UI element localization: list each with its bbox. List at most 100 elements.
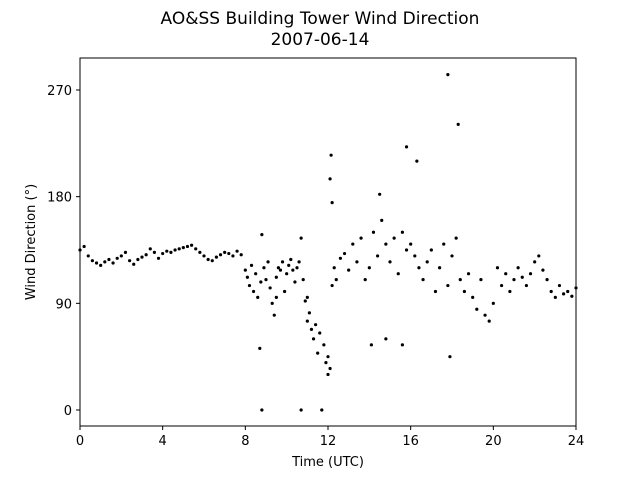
point [235, 249, 239, 253]
point [400, 343, 404, 347]
x-tick-label: 16 [402, 434, 419, 449]
point [363, 278, 367, 282]
point [330, 283, 334, 288]
point [156, 256, 161, 260]
point [278, 268, 283, 272]
point [291, 268, 295, 272]
point [549, 289, 553, 294]
point [442, 242, 446, 246]
points [78, 72, 578, 412]
point [475, 307, 479, 311]
point [198, 250, 202, 254]
point [378, 192, 382, 196]
point [369, 343, 373, 347]
point [404, 248, 409, 252]
point [107, 257, 111, 262]
point [446, 283, 450, 288]
point [545, 278, 549, 282]
point [371, 230, 376, 234]
point [90, 259, 94, 263]
point [115, 256, 119, 260]
point [169, 250, 173, 254]
point [415, 159, 419, 163]
point [322, 343, 326, 347]
point [376, 254, 380, 258]
point [508, 289, 512, 294]
point [392, 236, 396, 240]
point [562, 292, 566, 296]
point [266, 260, 270, 264]
point [487, 319, 491, 323]
point [483, 313, 487, 317]
point [202, 254, 206, 258]
point [309, 327, 314, 332]
point [384, 242, 388, 246]
point [557, 283, 562, 288]
point [524, 283, 529, 288]
point [247, 283, 252, 288]
point [111, 261, 115, 265]
point [458, 278, 462, 282]
point [380, 218, 384, 222]
point [190, 243, 194, 247]
point [328, 177, 332, 181]
point [367, 266, 371, 270]
point [334, 278, 338, 282]
x-tick-label: 20 [485, 434, 502, 449]
chart-title: AO&SS Building Tower Wind Direction [161, 9, 480, 29]
point [495, 266, 500, 270]
point [355, 260, 359, 264]
point [533, 260, 537, 264]
point [259, 280, 263, 284]
point [512, 278, 516, 282]
point [218, 253, 223, 257]
point [450, 254, 454, 258]
x-axis-label: Time (UTC) [291, 455, 364, 470]
point [99, 263, 103, 268]
point [144, 253, 148, 257]
point [136, 257, 140, 262]
point [270, 301, 274, 305]
point [258, 346, 262, 350]
point [148, 247, 152, 251]
point [254, 272, 258, 276]
point [260, 408, 264, 412]
x-tick-label: 4 [159, 434, 167, 449]
point [413, 254, 417, 258]
point [297, 260, 301, 264]
x-tick-label: 12 [320, 434, 337, 449]
point [409, 242, 413, 246]
y-tick-label: 90 [55, 297, 72, 312]
point [268, 286, 272, 290]
point [384, 337, 388, 341]
point [274, 275, 278, 279]
point [239, 253, 243, 257]
point [256, 295, 260, 300]
point [396, 272, 400, 276]
point [438, 266, 442, 270]
point [417, 266, 421, 270]
point [252, 289, 256, 294]
point [316, 351, 320, 355]
point [421, 278, 425, 282]
point [173, 248, 177, 252]
point [332, 266, 336, 270]
point [500, 283, 504, 288]
point [94, 261, 99, 265]
point [132, 262, 136, 266]
y-tick-label: 270 [47, 84, 72, 99]
point [466, 272, 471, 276]
chart-subtitle: 2007-06-14 [271, 30, 370, 50]
point [262, 266, 266, 270]
point [328, 366, 332, 371]
point [456, 122, 460, 126]
point [128, 259, 132, 263]
point [528, 272, 533, 276]
point [329, 153, 333, 157]
point [152, 250, 156, 254]
point [446, 72, 450, 77]
point [231, 254, 235, 258]
point [194, 247, 198, 251]
